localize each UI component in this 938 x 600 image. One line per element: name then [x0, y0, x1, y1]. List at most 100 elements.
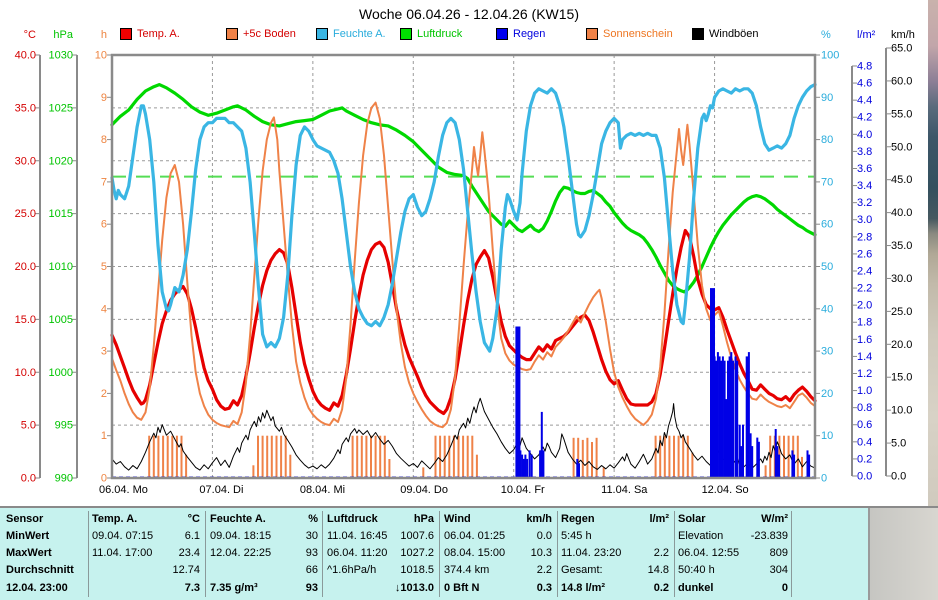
sunshine-bar [388, 459, 391, 478]
rain-bar [716, 352, 719, 477]
stat-cell-value: 6.1 [184, 530, 200, 542]
stat-cell-text: 06.04. 11:20 [327, 547, 388, 559]
sunshine-bar [452, 435, 455, 478]
sunshine-bar [289, 454, 292, 478]
rain-bar [576, 458, 579, 477]
stat-cell-text: 08.04. 15:00 [444, 547, 506, 559]
legend-swatch-icon [692, 28, 704, 40]
stat-cell-text: 06.04. 12:55 [678, 547, 740, 559]
axis-tick-label: 65.0 [891, 43, 912, 55]
sunshine-bar [270, 435, 273, 478]
sunshine-bar [379, 435, 382, 478]
column-unit: hPa [413, 513, 434, 525]
stat-cell-text: 09.04. 18:15 [210, 530, 272, 542]
rain-bar [542, 450, 545, 477]
axis-tick-label: 1.8 [857, 317, 872, 329]
x-axis-label: 07.04. Di [199, 484, 244, 496]
sunshine-bar [677, 435, 680, 478]
legend-label: Windböen [709, 28, 759, 40]
rain-bar [751, 446, 754, 477]
stat-cell-value: 12.74 [172, 564, 200, 576]
legend-label: Temp. A. [137, 28, 180, 40]
axis-tick-label: 50.0 [891, 141, 912, 153]
axis-unit-label: h [101, 29, 107, 41]
sensor-stats-table: Sensor MinWert MaxWert Durchschnitt 12.04. 2… [0, 508, 868, 600]
axis-tick-label: 10.0 [15, 367, 36, 379]
axis-tick-label: 1.0 [857, 385, 872, 397]
axis-tick-label: 1 [101, 430, 107, 442]
axis-tick-label: 3.6 [857, 163, 872, 175]
axis-tick-label: 50 [821, 261, 833, 273]
stat-cell-value: 1027.2 [400, 547, 434, 559]
rain-bar [728, 356, 731, 477]
stat-cell-text: dunkel [678, 582, 714, 594]
rain-bar [742, 424, 744, 477]
stat-cell-value: 10.3 [530, 547, 552, 559]
axis-tick-label: 1005 [49, 314, 73, 326]
legend-swatch-icon [400, 28, 412, 40]
stat-cell-text: 50:40 h [678, 564, 715, 576]
row-label: Durchschnitt [6, 564, 74, 576]
axis-tick-label: 3.0 [857, 214, 872, 226]
axis-tick-label: 25.0 [891, 306, 912, 318]
rain-bar [715, 360, 718, 477]
rain-bar [710, 288, 715, 477]
axis-tick-label: 3.8 [857, 146, 872, 158]
stat-cell-value: 14.8 [647, 564, 669, 576]
axis-unit-label: l/m² [857, 29, 876, 41]
axis-tick-label: 5.0 [21, 420, 36, 432]
axis-tick-label: 4.0 [857, 129, 872, 141]
series-temp-line [111, 101, 816, 429]
axis-tick-label: 1.4 [857, 351, 872, 363]
sunshine-bar [284, 435, 287, 478]
axis-tick-label: 7 [101, 176, 107, 188]
axis-tick-label: 55.0 [891, 108, 912, 120]
sunshine-bar [682, 435, 685, 478]
sunshine-bar [581, 439, 584, 478]
legend-label: Regen [513, 28, 546, 40]
sunshine-bar [673, 435, 675, 478]
x-axis-label: 10.04. Fr [500, 484, 545, 496]
rain-bar [776, 446, 779, 477]
stat-cell-text: 11.04. 16:45 [327, 530, 388, 542]
axis-tick-label: 40 [821, 303, 833, 315]
page-title: Woche 06.04.26 - 12.04.26 (KW15) [359, 6, 579, 22]
sunshine-bar [466, 435, 469, 478]
sunshine-bar [175, 435, 178, 478]
rain-bar [521, 454, 524, 477]
stat-cell-text: 06.04. 01:25 [444, 530, 506, 542]
sunshine-bar [764, 465, 767, 478]
axis-tick-label: 1025 [49, 102, 73, 114]
axis-tick-label: 20 [821, 388, 833, 400]
axis-tick-label: 2.0 [857, 300, 872, 312]
axis-tick-label: 1010 [49, 261, 73, 273]
sunshine-bar [280, 435, 283, 478]
axis-tick-label: 0.4 [857, 436, 872, 448]
rain-bar [721, 356, 724, 477]
sunshine-bar [577, 437, 580, 478]
axis-tick-label: 0.0 [21, 473, 36, 485]
axis-unit-label: hPa [53, 29, 73, 41]
weather-chart: °C40.035.030.025.020.015.010.05.00.0hPa1… [15, 29, 915, 485]
legend-label: Luftdruck [417, 28, 463, 40]
rain-bar [720, 360, 723, 477]
axis-tick-label: 0.0 [891, 471, 906, 483]
axis-tick-label: 5.0 [891, 438, 906, 450]
sunshine-bar [351, 435, 354, 478]
rain-bar [730, 352, 733, 477]
table-column-divider [322, 511, 323, 597]
sunshine-bar [443, 435, 446, 478]
sunshine-bar [668, 435, 671, 478]
chart-legend: Temp. A. +5c Boden Feuchte A. Luftdruck Rege… [0, 0, 938, 46]
sunshine-bar [185, 454, 188, 478]
sunshine-bar [572, 437, 575, 478]
sunshine-bar [448, 435, 451, 478]
sunshine-bar [374, 435, 377, 478]
stat-cell-value: 0.2 [653, 582, 669, 594]
sunshine-bar [691, 452, 694, 478]
sunshine-bar [591, 442, 593, 478]
axis-tick-label: 15.0 [891, 372, 912, 384]
rain-bar [793, 454, 796, 477]
axis-tick-label: 45.0 [891, 174, 912, 186]
